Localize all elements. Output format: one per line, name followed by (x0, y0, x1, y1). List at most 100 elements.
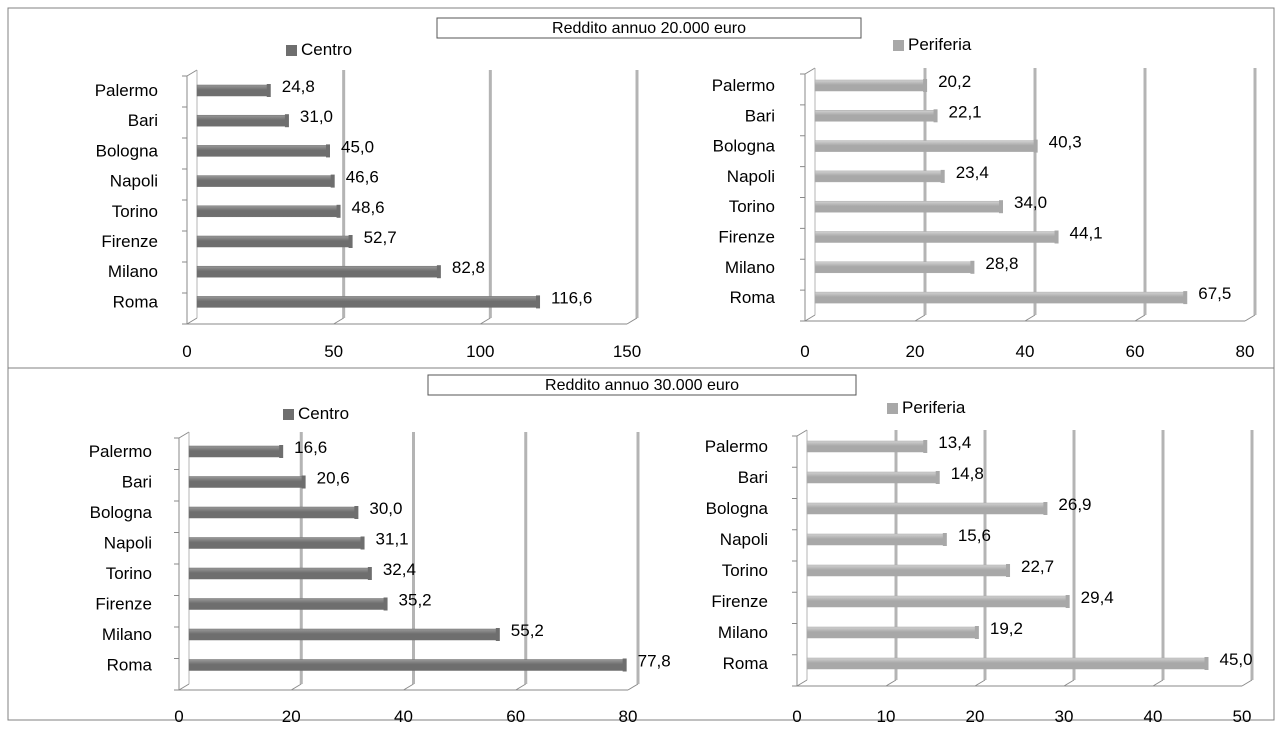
bar (814, 261, 974, 274)
data-label: 67,5 (1198, 284, 1231, 303)
bar (188, 476, 305, 488)
data-label: 20,2 (938, 72, 971, 91)
bar (806, 657, 1208, 670)
category-label: Roma (107, 656, 153, 675)
category-label: Napoli (104, 534, 152, 553)
category-label: Firenze (718, 228, 775, 247)
x-tick-label: 100 (466, 342, 494, 361)
gridline-depth (515, 683, 527, 691)
bar (806, 440, 927, 453)
bar-cap (367, 567, 372, 580)
bar (806, 564, 1010, 577)
gridline-depth (1024, 314, 1036, 322)
chart-top-left-centro: 0 50 100 150 Centro Palermo 24,8 Bari 31,0 Bologn… (95, 40, 642, 361)
x-tick-label: 20 (906, 342, 925, 361)
data-label: 24,8 (282, 77, 315, 96)
category-label: Milano (718, 623, 768, 642)
y-axis-depth (186, 69, 198, 77)
bar-cap (354, 506, 359, 519)
gridline-depth (627, 683, 639, 691)
category-label: Bologna (90, 503, 153, 522)
bar (196, 265, 441, 278)
data-label: 48,6 (352, 198, 385, 217)
category-label: Firenze (95, 595, 152, 614)
y-axis-depth (796, 429, 808, 437)
data-label: 77,8 (638, 652, 671, 671)
category-label: Milano (725, 258, 775, 277)
bar (196, 235, 352, 248)
bar-cap (1006, 564, 1011, 577)
legend-swatch (887, 403, 898, 414)
x-tick-label: 150 (613, 342, 641, 361)
bar (188, 659, 626, 671)
gridline-depth (974, 679, 986, 687)
category-label: Bari (122, 473, 152, 492)
data-label: 13,4 (938, 433, 971, 452)
x-tick-label: 30 (1055, 707, 1074, 726)
legend-label: Centro (298, 404, 349, 423)
x-tick-label: 60 (1126, 342, 1145, 361)
section-title-box-1 (436, 17, 862, 39)
bar-cap (999, 200, 1003, 214)
gridline-depth (290, 683, 302, 691)
bar (196, 205, 340, 218)
x-tick-label: 50 (324, 342, 343, 361)
bar (806, 471, 939, 484)
category-label: Bari (745, 106, 775, 125)
data-label: 46,6 (346, 168, 379, 187)
data-label: 29,4 (1081, 588, 1114, 607)
data-label: 14,8 (951, 464, 984, 483)
bar (196, 175, 334, 187)
category-label: Bari (738, 468, 768, 487)
bar (814, 79, 927, 92)
bar (814, 291, 1187, 304)
bar (814, 200, 1003, 213)
x-tick-label: 10 (877, 707, 896, 726)
bar-cap (279, 445, 284, 458)
category-label: Milano (102, 625, 152, 644)
data-label: 35,2 (399, 591, 432, 610)
bar-cap (360, 536, 365, 550)
gridline-depth (403, 683, 414, 691)
bar (196, 296, 540, 308)
legend-label: Centro (301, 40, 352, 59)
category-label: Torino (722, 561, 768, 580)
chart-bottom-right-periferia: 0 10 20 30 40 50 Periferia Palermo 13,4 Bari 14,8 B… (705, 398, 1254, 726)
data-label: 19,2 (990, 619, 1023, 638)
data-label: 22,7 (1021, 557, 1054, 576)
bar-cap (284, 114, 289, 128)
data-label: 32,4 (383, 560, 416, 579)
x-tick-label: 40 (1144, 707, 1163, 726)
bar-cap (536, 295, 541, 309)
bar-cap (348, 235, 353, 248)
bar-cap (923, 79, 928, 92)
category-label: Napoli (110, 172, 158, 191)
gridline-depth (1063, 679, 1075, 687)
data-label: 31,0 (300, 107, 333, 126)
y-axis-depth (178, 431, 190, 439)
bar-cap (1043, 502, 1048, 515)
bar (806, 502, 1047, 515)
bar (814, 231, 1058, 243)
gridline-depth (796, 679, 808, 687)
bar-cap (1183, 291, 1188, 305)
x-tick-label: 0 (800, 342, 809, 361)
bar-cap (923, 440, 928, 453)
bar (188, 445, 283, 458)
x-tick-label: 20 (966, 707, 985, 726)
category-label: Roma (113, 292, 159, 311)
data-label: 40,3 (1049, 133, 1082, 152)
data-label: 52,7 (364, 228, 397, 247)
bar (188, 628, 500, 641)
x-tick-label: 40 (1016, 342, 1035, 361)
data-label: 31,1 (376, 530, 409, 549)
category-label: Torino (106, 564, 152, 583)
data-label: 26,9 (1058, 495, 1091, 514)
bar-cap (301, 475, 306, 489)
figure-border (7, 7, 1275, 721)
gridline-depth (178, 683, 190, 691)
category-label: Bologna (96, 141, 159, 160)
bar (188, 537, 364, 549)
gridline-depth (914, 314, 926, 322)
